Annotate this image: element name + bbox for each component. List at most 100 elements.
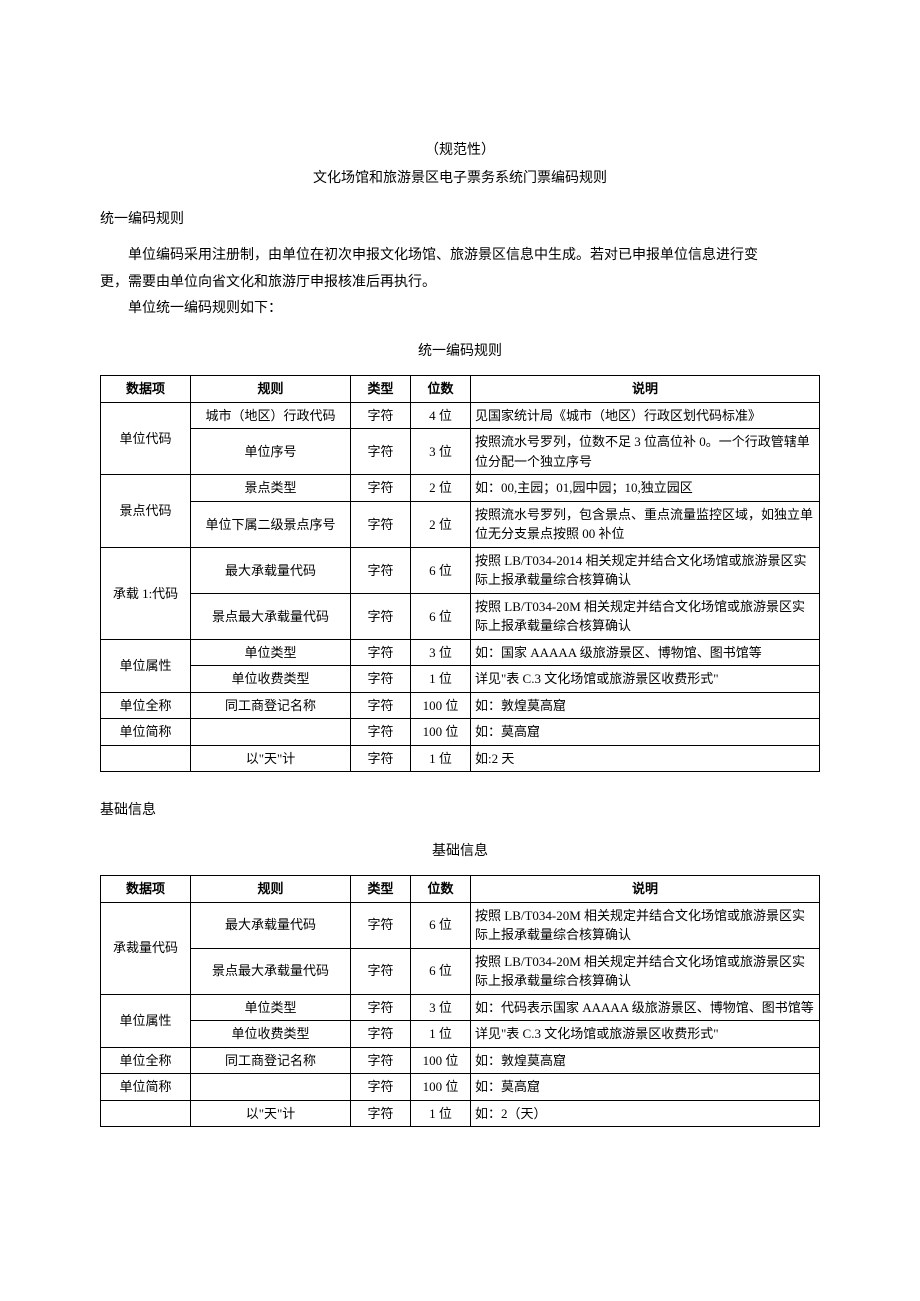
table-row: 单位属性单位类型字符3 位如：国家 AAAAA 级旅游景区、博物馆、图书馆等: [101, 639, 820, 666]
cell-digits: 3 位: [411, 639, 471, 666]
title-main: 文化场馆和旅游景区电子票务系统门票编码规则: [100, 168, 820, 190]
cell-rule: 单位下属二级景点序号: [191, 501, 351, 547]
cell-desc: 如：莫高窟: [471, 1074, 820, 1101]
cell-digits: 1 位: [411, 1100, 471, 1127]
cell-type: 字符: [351, 1021, 411, 1048]
section2-table-caption: 基础信息: [100, 841, 820, 863]
cell-item: 单位全称: [101, 1047, 191, 1074]
table-row: 单位收费类型字符1 位详见"表 C.3 文化场馆或旅游景区收费形式": [101, 666, 820, 693]
col-header: 类型: [351, 876, 411, 903]
cell-digits: 2 位: [411, 475, 471, 502]
cell-type: 字符: [351, 745, 411, 772]
cell-rule: 单位收费类型: [191, 1021, 351, 1048]
cell-item: 单位代码: [101, 402, 191, 475]
cell-rule: 同工商登记名称: [191, 1047, 351, 1074]
section1-p3: 单位统一编码规则如下：: [100, 296, 820, 323]
col-header: 位数: [411, 876, 471, 903]
cell-desc: 按照 LB/T034-20M 相关规定并结合文化场馆或旅游景区实际上报承载量综合…: [471, 593, 820, 639]
col-header: 位数: [411, 376, 471, 403]
section2-heading: 基础信息: [100, 800, 820, 822]
cell-digits: 6 位: [411, 547, 471, 593]
cell-desc: 详见"表 C.3 文化场馆或旅游景区收费形式": [471, 1021, 820, 1048]
cell-item: 承裁量代码: [101, 902, 191, 994]
cell-rule: 以"天"计: [191, 745, 351, 772]
section1-table-caption: 统一编码规则: [100, 341, 820, 363]
cell-digits: 100 位: [411, 1047, 471, 1074]
cell-desc: 如:2 天: [471, 745, 820, 772]
cell-type: 字符: [351, 902, 411, 948]
cell-digits: 1 位: [411, 1021, 471, 1048]
cell-type: 字符: [351, 1074, 411, 1101]
cell-desc: 如：2（天）: [471, 1100, 820, 1127]
cell-type: 字符: [351, 593, 411, 639]
cell-item: 单位简称: [101, 1074, 191, 1101]
col-header: 类型: [351, 376, 411, 403]
cell-desc: 如：敦煌莫高窟: [471, 692, 820, 719]
table-row: 单位下属二级景点序号字符2 位按照流水号罗列，包含景点、重点流量监控区域，如独立…: [101, 501, 820, 547]
cell-desc: 按照流水号罗列，位数不足 3 位高位补 0。一个行政管辖单位分配一个独立序号: [471, 429, 820, 475]
cell-rule: 景点最大承载量代码: [191, 948, 351, 994]
cell-desc: 详见"表 C.3 文化场馆或旅游景区收费形式": [471, 666, 820, 693]
cell-digits: 2 位: [411, 501, 471, 547]
cell-rule: [191, 719, 351, 746]
col-header: 规则: [191, 376, 351, 403]
cell-desc: 按照流水号罗列，包含景点、重点流量监控区域，如独立单位无分支景点按照 00 补位: [471, 501, 820, 547]
table-row: 单位收费类型字符1 位详见"表 C.3 文化场馆或旅游景区收费形式": [101, 1021, 820, 1048]
cell-digits: 100 位: [411, 1074, 471, 1101]
cell-type: 字符: [351, 994, 411, 1021]
cell-item: [101, 745, 191, 772]
cell-rule: 同工商登记名称: [191, 692, 351, 719]
cell-type: 字符: [351, 948, 411, 994]
cell-item: 单位全称: [101, 692, 191, 719]
cell-type: 字符: [351, 1047, 411, 1074]
cell-type: 字符: [351, 719, 411, 746]
table-unified-coding: 数据项 规则 类型 位数 说明 单位代码城市（地区）行政代码字符4 位见国家统计…: [100, 375, 820, 772]
cell-type: 字符: [351, 402, 411, 429]
cell-rule: 城市（地区）行政代码: [191, 402, 351, 429]
table-row: 单位序号字符3 位按照流水号罗列，位数不足 3 位高位补 0。一个行政管辖单位分…: [101, 429, 820, 475]
table-row: 单位全称同工商登记名称字符100 位如：敦煌莫高窟: [101, 692, 820, 719]
cell-digits: 1 位: [411, 666, 471, 693]
table-row: 景点最大承载量代码字符6 位按照 LB/T034-20M 相关规定并结合文化场馆…: [101, 948, 820, 994]
table-row: 以"天"计字符1 位如：2（天）: [101, 1100, 820, 1127]
cell-digits: 100 位: [411, 692, 471, 719]
cell-type: 字符: [351, 1100, 411, 1127]
section1-p1: 单位编码采用注册制，由单位在初次申报文化场馆、旅游景区信息中生成。若对已申报单位…: [100, 243, 820, 270]
cell-type: 字符: [351, 475, 411, 502]
cell-desc: 按照 LB/T034-20M 相关规定并结合文化场馆或旅游景区实际上报承载量综合…: [471, 902, 820, 948]
section1-p2: 更，需要由单位向省文化和旅游厅申报核准后再执行。: [100, 270, 820, 297]
cell-desc: 按照 LB/T034-2014 相关规定并结合文化场馆或旅游景区实际上报承载量综…: [471, 547, 820, 593]
cell-rule: 最大承载量代码: [191, 547, 351, 593]
table-row: 单位简称字符100 位如：莫高窟: [101, 719, 820, 746]
cell-item: 景点代码: [101, 475, 191, 548]
table-row: 景点最大承载量代码字符6 位按照 LB/T034-20M 相关规定并结合文化场馆…: [101, 593, 820, 639]
cell-type: 字符: [351, 501, 411, 547]
col-header: 数据项: [101, 376, 191, 403]
col-header: 规则: [191, 876, 351, 903]
cell-rule: 最大承载量代码: [191, 902, 351, 948]
cell-digits: 3 位: [411, 994, 471, 1021]
cell-digits: 6 位: [411, 902, 471, 948]
cell-digits: 3 位: [411, 429, 471, 475]
cell-desc: 如：敦煌莫高窟: [471, 1047, 820, 1074]
cell-digits: 1 位: [411, 745, 471, 772]
table-header-row: 数据项 规则 类型 位数 说明: [101, 376, 820, 403]
cell-desc: 见国家统计局《城市（地区）行政区划代码标准》: [471, 402, 820, 429]
cell-item: 承载 1:代码: [101, 547, 191, 639]
table-header-row: 数据项 规则 类型 位数 说明: [101, 876, 820, 903]
cell-rule: 景点最大承载量代码: [191, 593, 351, 639]
cell-desc: 按照 LB/T034-20M 相关规定并结合文化场馆或旅游景区实际上报承载量综合…: [471, 948, 820, 994]
cell-desc: 如：莫高窟: [471, 719, 820, 746]
section1-heading: 统一编码规则: [100, 209, 820, 231]
cell-rule: 单位收费类型: [191, 666, 351, 693]
cell-type: 字符: [351, 692, 411, 719]
col-header: 说明: [471, 376, 820, 403]
cell-item: 单位属性: [101, 639, 191, 692]
cell-digits: 100 位: [411, 719, 471, 746]
cell-type: 字符: [351, 666, 411, 693]
cell-type: 字符: [351, 639, 411, 666]
title-sub: （规范性）: [100, 140, 820, 162]
cell-item: [101, 1100, 191, 1127]
cell-type: 字符: [351, 429, 411, 475]
table-row: 承裁量代码最大承载量代码字符6 位按照 LB/T034-20M 相关规定并结合文…: [101, 902, 820, 948]
